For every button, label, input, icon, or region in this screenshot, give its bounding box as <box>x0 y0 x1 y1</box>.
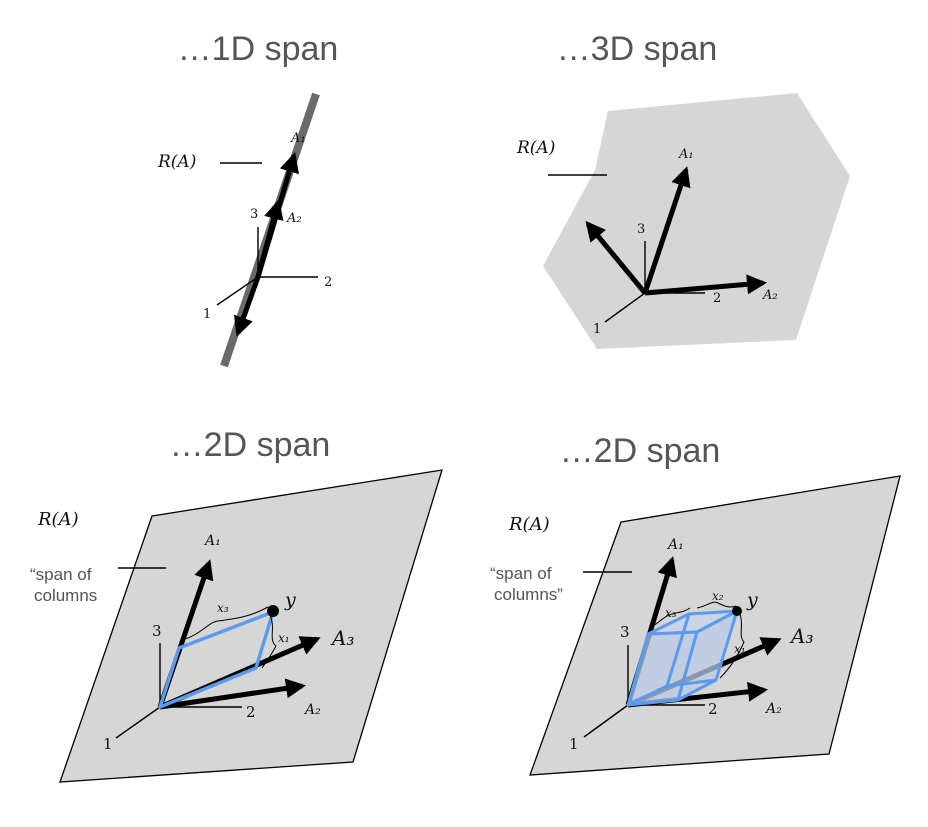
vector-a2-label: A₂ <box>303 702 321 718</box>
range-label: R(A) <box>157 152 196 172</box>
coef-x3-label: x₃ <box>665 606 677 620</box>
brace-x1 <box>719 613 745 679</box>
panel-2d-span-right: …2D span R(A) “span of columns” 3 2 1 y … <box>490 432 901 776</box>
span-region <box>543 93 850 349</box>
range-label: R(A) <box>37 509 79 530</box>
brace-x2 <box>696 601 737 609</box>
span-plane <box>59 469 443 783</box>
vector-a1-arrow <box>642 166 691 294</box>
vector-a1-label: A₁ <box>203 533 221 549</box>
panel-title: …2D span <box>560 432 721 470</box>
axis-1 <box>583 704 629 738</box>
box-edge-back <box>665 613 691 687</box>
axis-1-label: 1 <box>203 307 211 322</box>
span-note-line1: “span of <box>490 564 552 583</box>
axis-1-label: 1 <box>569 735 579 753</box>
panel-title: …2D span <box>170 426 331 464</box>
vector-negative-arrow <box>233 276 261 337</box>
axis-1-label: 1 <box>593 322 601 337</box>
point-y <box>267 605 279 617</box>
box-edge-back <box>666 678 717 688</box>
axis-1 <box>216 276 259 306</box>
axis-3-label: 3 <box>620 623 630 641</box>
box-edge-back <box>627 684 668 707</box>
vector-a2-arrow <box>159 678 306 710</box>
axis-3-label: 3 <box>152 622 162 640</box>
panel-title: …1D span <box>178 30 339 68</box>
vector-a2-label: A₂ <box>764 701 782 717</box>
panel-1d-span: …1D span R(A) 3 2 1 A₁ A₂ <box>157 30 339 368</box>
axis-2-label: 2 <box>246 703 256 721</box>
panel-2d-span-left: …2D span R(A) “span of columns 3 2 1 y x… <box>30 426 443 783</box>
axis-2-label: 2 <box>713 291 721 306</box>
vector-a1-label: A₁ <box>290 131 306 146</box>
axis-1 <box>604 292 646 323</box>
range-label: R(A) <box>508 514 550 535</box>
vector-a2-label: A₂ <box>286 211 302 226</box>
panel-title: …3D span <box>557 30 718 68</box>
axis-1 <box>115 706 161 739</box>
axis-3-label: 3 <box>637 222 645 237</box>
brace-x1 <box>261 614 277 669</box>
vector-a2-arrow <box>644 274 767 296</box>
coef-x1-label: x₁ <box>734 642 746 656</box>
span-note-line2: columns” <box>494 585 563 604</box>
axis-1-label: 1 <box>103 735 113 753</box>
span-note-line1: “span of <box>30 565 92 584</box>
range-label: R(A) <box>516 138 555 158</box>
point-y-label: y <box>284 589 296 611</box>
axis-2-label: 2 <box>708 700 718 718</box>
coef-x3-label: x₃ <box>217 601 229 615</box>
brace-x3 <box>180 606 269 641</box>
brace-x3 <box>649 607 691 629</box>
vector-a2-label: A₂ <box>762 288 778 303</box>
point-y-label: y <box>746 589 758 611</box>
coef-x2-label: x₂ <box>712 589 724 603</box>
axis-3-label: 3 <box>250 207 258 222</box>
vector-a2-arrow <box>255 199 284 278</box>
vector-a1-label: A₁ <box>678 147 694 162</box>
vector-a1-label: A₁ <box>666 537 684 553</box>
span-note-line2: columns <box>34 586 97 605</box>
point-y <box>732 606 742 616</box>
coef-x1-label: x₁ <box>278 631 290 645</box>
vector-a3-arrow <box>585 220 647 295</box>
panel-3d-span: …3D span R(A) 3 2 1 A₁ A₂ <box>516 30 850 349</box>
vector-a3-label: A₃ <box>789 624 813 648</box>
axis-2-label: 2 <box>324 275 332 290</box>
vector-a3-label: A₃ <box>330 626 354 650</box>
